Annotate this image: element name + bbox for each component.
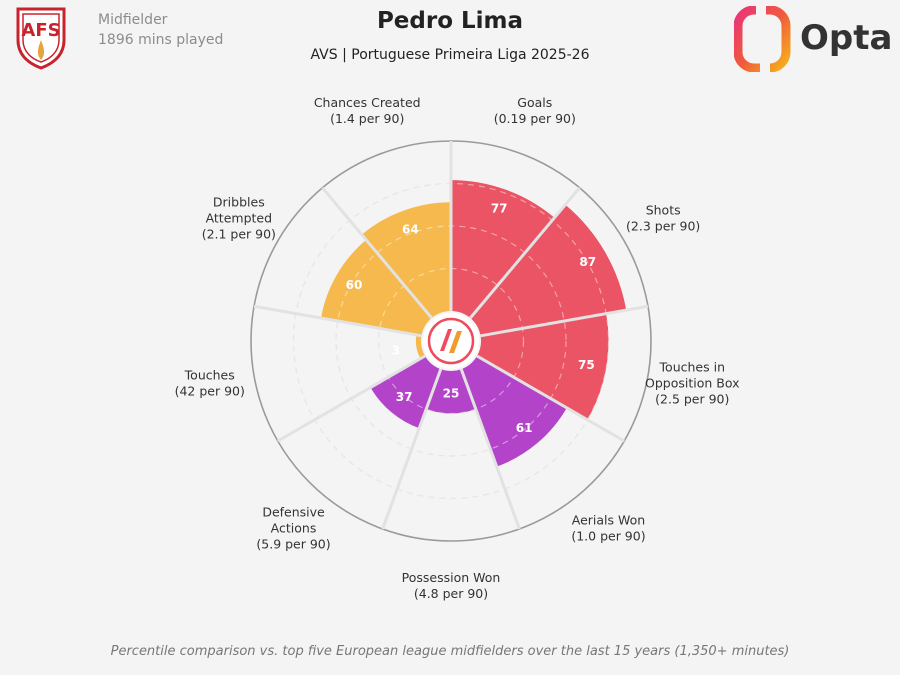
radar-bar <box>426 369 476 414</box>
radar-axis-labels: Goals (0.19 per 90) Shots (2.3 per 90) Touch… <box>175 95 740 601</box>
center-logo-stroke <box>449 331 462 353</box>
radar-axis-label: Touches (42 per 90) <box>175 368 245 399</box>
radar-value-label: 60 <box>346 278 363 292</box>
club-crest-text: AFS <box>21 20 60 41</box>
radar-spokes <box>253 141 649 530</box>
radar-axis-label: Aerials Won (1.0 per 90) <box>571 513 645 544</box>
radar-axis-label: Dribbles Attempted (2.1 per 90) <box>202 195 276 242</box>
radar-bar <box>361 202 451 319</box>
page-title: Pedro Lima <box>376 8 524 34</box>
center-hub-ring <box>427 317 475 365</box>
radar-value-label: 3 <box>392 344 400 358</box>
center-hub <box>423 313 479 369</box>
radar-axis-label: Shots (2.3 per 90) <box>626 203 700 234</box>
center-logo <box>423 313 479 369</box>
radar-spoke <box>459 368 521 530</box>
radar-bar <box>476 313 609 420</box>
opta-wordmark: Opta <box>800 18 893 58</box>
radar-spoke <box>469 186 581 319</box>
radar-bar <box>321 239 432 336</box>
radar-spoke <box>277 354 426 443</box>
radar-value-label: 25 <box>443 387 460 401</box>
radar-bar <box>415 334 426 359</box>
radar-value-label: 64 <box>402 222 419 236</box>
radar-spoke <box>321 186 433 319</box>
radar-spoke <box>476 354 625 443</box>
radar-spoke <box>253 304 422 338</box>
footnote: Percentile comparison vs. top five Europ… <box>110 644 790 659</box>
radar-value-labels: 77 87 75 61 25 37 3 60 64 <box>346 202 596 436</box>
radar-spoke <box>480 304 649 338</box>
radar-bar <box>370 356 441 429</box>
radar-bar <box>451 180 555 319</box>
radar-axis-label: Chances Created (1.4 per 90) <box>314 95 421 126</box>
radar-axis-label: Goals (0.19 per 90) <box>494 95 576 126</box>
radar-axis-label: Possession Won (4.8 per 90) <box>402 570 501 601</box>
radar-axis-label: Defensive Actions (5.9 per 90) <box>256 505 330 552</box>
radar-spoke <box>381 368 443 530</box>
radar-value-label: 61 <box>516 421 533 435</box>
radar-value-label: 75 <box>578 358 595 372</box>
opta-logo-icon <box>734 6 791 72</box>
radar-value-label: 77 <box>491 202 508 216</box>
radar-value-label: 87 <box>579 255 596 269</box>
center-logo-stroke <box>440 329 452 351</box>
club-crest-icon: AFS <box>16 7 66 70</box>
player-minutes: 1896 mins played <box>98 32 224 48</box>
radar-bar <box>470 204 627 336</box>
page-subtitle: AVS | Portuguese Primeira Liga 2025-26 <box>310 47 590 63</box>
radar-axis-label: Touches in Opposition Box (2.5 per 90) <box>645 360 740 407</box>
radar-value-label: 37 <box>396 390 413 404</box>
player-position: Midfielder <box>98 12 168 28</box>
player-meta: Midfielder 1896 mins played <box>98 10 223 50</box>
